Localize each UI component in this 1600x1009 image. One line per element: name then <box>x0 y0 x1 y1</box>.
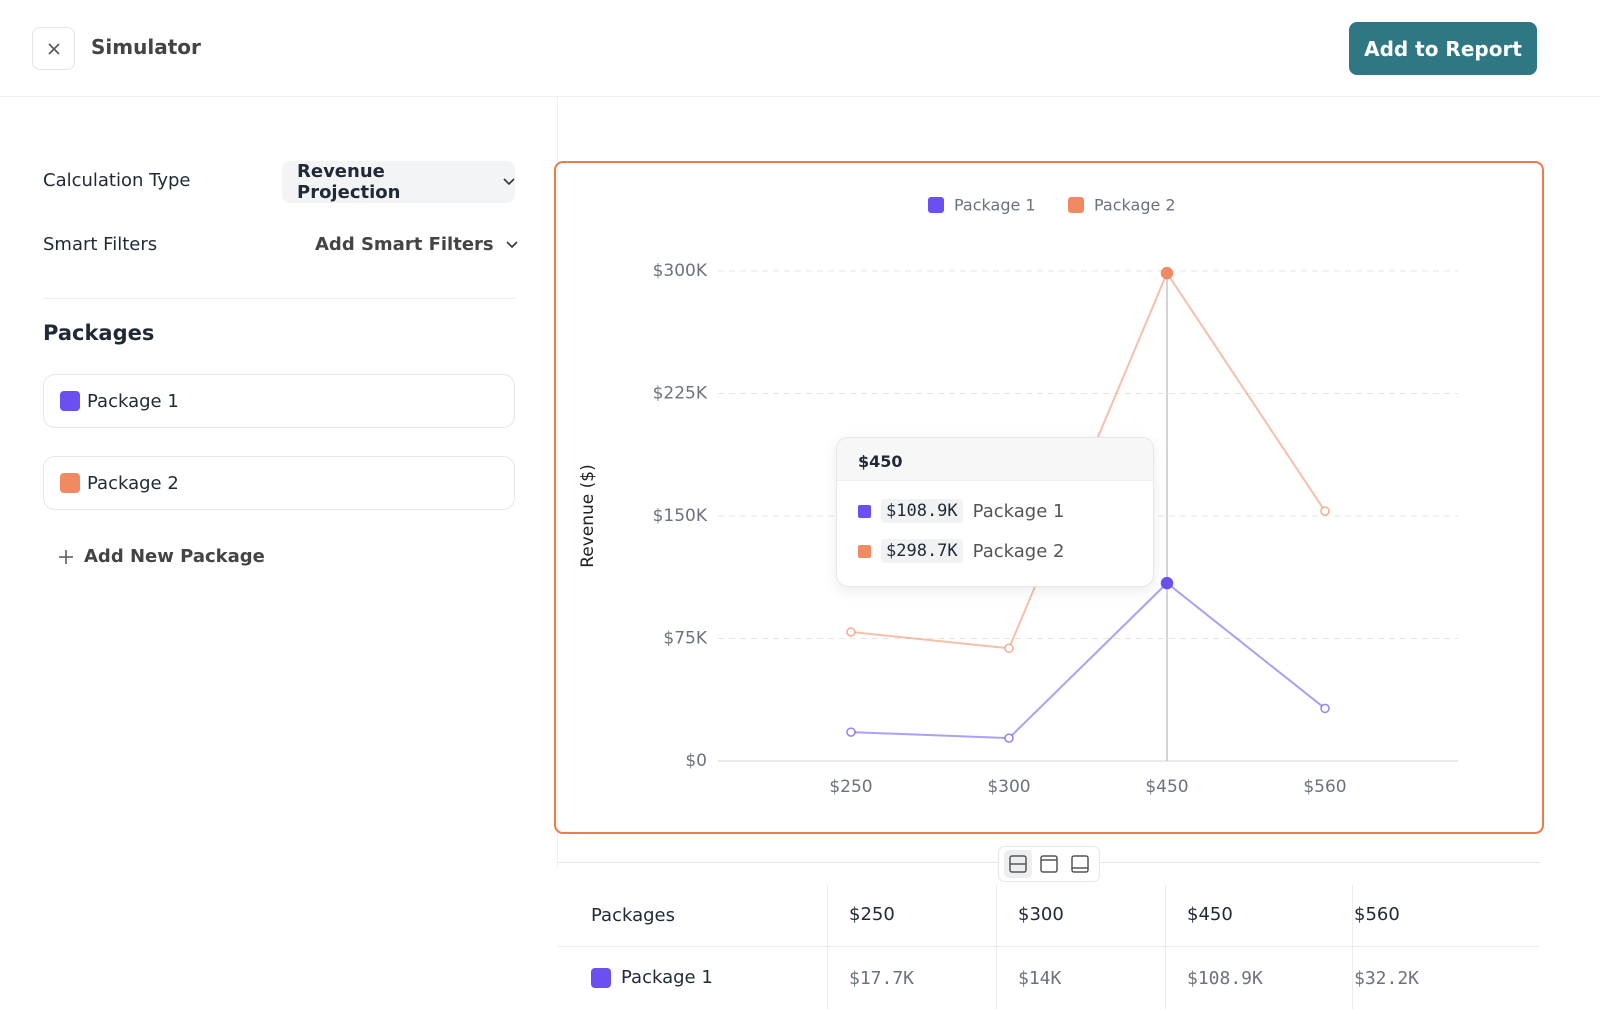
data-point <box>846 627 856 637</box>
table-cell: $108.9K <box>1187 968 1263 989</box>
tooltip-row: $298.7K Package 2 <box>858 531 1153 571</box>
tooltip: $450 $108.9K Package 1 $298.7K Package 2 <box>836 437 1154 587</box>
x-tick-label: $560 <box>1303 777 1346 797</box>
data-point <box>1160 266 1174 280</box>
table-header-cell: $300 <box>1018 904 1064 925</box>
table-header-cell: $250 <box>849 904 895 925</box>
layout-split-button[interactable] <box>1003 850 1032 878</box>
add-to-report-button[interactable]: Add to Report <box>1349 22 1537 75</box>
tooltip-value: $298.7K <box>881 539 963 563</box>
package-name: Package 2 <box>87 472 179 494</box>
legend-swatch <box>1068 197 1084 213</box>
chevron <box>506 240 518 248</box>
separator <box>43 298 515 299</box>
legend-label: Package 1 <box>954 196 1036 215</box>
close-icon <box>47 42 60 55</box>
data-point <box>1320 703 1330 714</box>
add-package-button[interactable]: Add New Package <box>58 546 265 567</box>
divider <box>557 97 558 867</box>
layout-toggle <box>998 846 1100 882</box>
chart-card <box>554 161 1544 834</box>
column-divider <box>827 885 828 1009</box>
column-divider <box>1165 885 1166 1009</box>
y-tick-label: $150K <box>653 506 708 526</box>
table-row-name: Package 1 <box>591 967 713 988</box>
layout-bottom-button[interactable] <box>1066 850 1094 878</box>
y-axis-label: Revenue ($) <box>578 464 598 568</box>
data-point <box>1320 506 1330 516</box>
tooltip-title: $450 <box>837 438 1153 481</box>
table-header-cell: Packages <box>591 905 675 926</box>
data-point <box>1160 576 1174 590</box>
page-title: Simulator <box>91 35 201 59</box>
tooltip-swatch <box>858 504 871 518</box>
tooltip-row: $108.9K Package 1 <box>858 491 1153 531</box>
header: Simulator Add to Report <box>0 0 1600 97</box>
tooltip-series: Package 1 <box>972 500 1065 522</box>
filters-label: Smart Filters <box>43 234 158 255</box>
data-point <box>1004 733 1014 743</box>
calculation-select[interactable]: Revenue Projection <box>282 161 515 203</box>
select-value: Add Smart Filters <box>315 234 494 255</box>
layout-top-button[interactable] <box>1035 850 1063 878</box>
close-button[interactable] <box>32 27 75 70</box>
packages-heading: Packages <box>43 321 155 345</box>
table-header-cell: $450 <box>1187 904 1233 925</box>
y-tick-label: $75K <box>663 629 707 649</box>
select-value: Revenue Projection <box>297 161 401 203</box>
series-line <box>850 581 1326 740</box>
table-row-label: Package 1 <box>621 967 713 988</box>
plus-icon <box>59 549 73 564</box>
row-divider <box>558 946 1540 947</box>
calculation-label: Calculation Type <box>43 170 191 191</box>
tooltip-series: Package 2 <box>972 540 1065 562</box>
y-tick-label: $225K <box>653 384 708 404</box>
data-point <box>1004 643 1014 654</box>
add-package-text: Add New Package <box>84 546 265 567</box>
y-tick-label: $0 <box>685 751 707 771</box>
package-item[interactable]: Package 2 <box>43 456 515 510</box>
chevron <box>503 178 515 186</box>
table-cell: $17.7K <box>849 968 915 989</box>
x-tick-label: $450 <box>1145 777 1188 797</box>
x-tick-label: $250 <box>829 777 872 797</box>
data-point <box>846 727 856 737</box>
column-divider <box>996 885 997 1009</box>
legend-swatch <box>928 197 944 213</box>
legend-label: Package 2 <box>1094 196 1176 215</box>
column-divider <box>1352 885 1353 1009</box>
package-item[interactable]: Package 1 <box>43 374 515 428</box>
data-table: Packages $250 $300 $450 $560 Package 1 $17.7K… <box>558 885 1540 1009</box>
package-swatch <box>60 473 80 493</box>
package-name: Package 1 <box>87 390 179 412</box>
tooltip-value: $108.9K <box>881 499 963 523</box>
package-swatch <box>60 391 80 411</box>
table-cell: $32.2K <box>1354 968 1420 989</box>
filters-select[interactable]: Add Smart Filters <box>315 234 518 255</box>
table-header-cell: $560 <box>1354 904 1400 925</box>
tooltip-rows: $108.9K Package 1 $298.7K Package 2 <box>837 481 1153 571</box>
x-tick-label: $300 <box>987 777 1030 797</box>
table-swatch <box>591 967 611 988</box>
tooltip-swatch <box>858 544 871 558</box>
table-cell: $14K <box>1018 968 1062 989</box>
y-tick-label: $300K <box>653 261 708 281</box>
